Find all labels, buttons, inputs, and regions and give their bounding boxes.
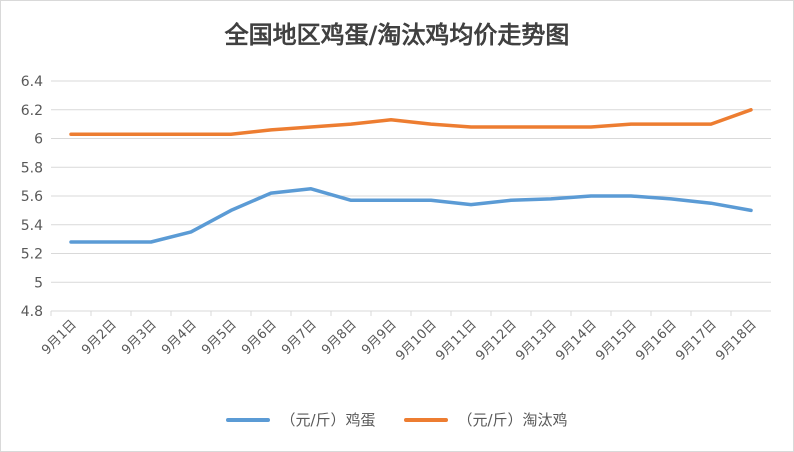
legend-swatch-eggs [226, 417, 271, 422]
x-tick-label: 9月14日 [553, 317, 600, 364]
gridlines [51, 80, 771, 312]
x-tick-label: 9月7日 [279, 317, 320, 358]
legend-item-eggs: （元/斤）鸡蛋 [226, 409, 376, 430]
legend-label-culled-hens: （元/斤）淘汰鸡 [457, 411, 568, 429]
series-line-culled-hens [69, 108, 753, 136]
y-tick-label: 5.6 [21, 189, 43, 205]
x-tick-label: 9月3日 [119, 317, 160, 358]
chart-title: 全国地区鸡蛋/淘汰鸡均价走势图 [224, 21, 570, 49]
x-tick-label: 9月5日 [199, 317, 240, 358]
x-tick-label: 9月4日 [159, 317, 200, 358]
x-tick-label: 9月17日 [673, 317, 720, 364]
y-tick-label: 6 [34, 132, 43, 148]
x-tick-label: 9月8日 [319, 317, 360, 358]
y-tick-label: 4.8 [21, 304, 43, 320]
x-tick-label: 9月12日 [473, 317, 520, 364]
x-tick-label: 9月18日 [713, 317, 760, 364]
x-tick-label: 9月2日 [79, 317, 120, 358]
legend-item-culled-hens: （元/斤）淘汰鸡 [403, 409, 568, 430]
x-tick-label: 9月13日 [513, 317, 560, 364]
y-tick-label: 5.2 [21, 247, 43, 263]
y-tick-label: 6.4 [21, 74, 43, 90]
y-axis-ticks: 4.8 5 5.2 5.4 5.6 5.8 6 6.2 6.4 [21, 74, 43, 320]
line-chart: 4.8 5 5.2 5.4 5.6 5.8 6 6.2 6.4 9月1日 9月2日 9月3日 9月4日… [21, 74, 771, 364]
y-tick-label: 5 [34, 275, 43, 291]
series-lines [69, 108, 753, 244]
y-tick-label: 5.4 [21, 218, 43, 234]
legend-label-eggs: （元/斤）鸡蛋 [280, 411, 376, 429]
x-axis-ticks: 9月1日 9月2日 9月3日 9月4日 9月5日 9月6日 9月7日 9月8日 9月9日9月10… [39, 311, 760, 364]
x-tick-label: 9月1日 [39, 317, 80, 358]
x-tick-label: 9月6日 [239, 317, 280, 358]
y-tick-label: 6.2 [21, 103, 43, 119]
legend: （元/斤）鸡蛋 （元/斤）淘汰鸡 [1, 409, 793, 430]
legend-swatch-culled-hens [403, 417, 448, 422]
x-tick-label: 9月16日 [633, 317, 680, 364]
x-tick-label: 9月10日 [393, 317, 440, 364]
x-tick-label: 9月15日 [593, 317, 640, 364]
x-tick-label: 9月11日 [433, 317, 480, 364]
y-tick-label: 5.8 [21, 160, 43, 176]
series-line-eggs [69, 187, 753, 244]
